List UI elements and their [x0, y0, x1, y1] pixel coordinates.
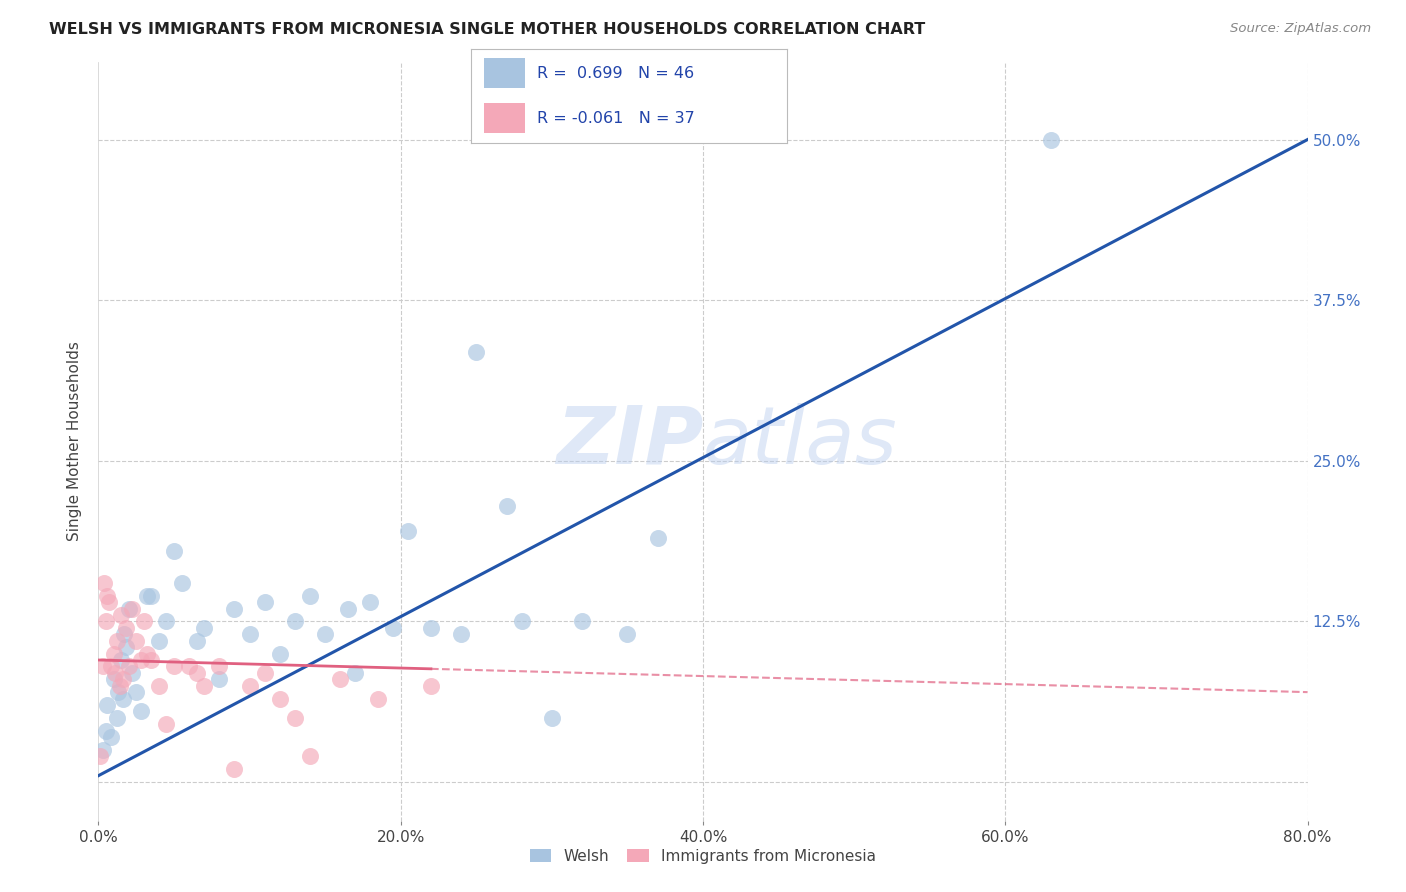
Point [253, 665, 276, 680]
Point [103, 647, 125, 661]
Point [284, 711, 307, 725]
Point [121, 601, 143, 615]
Point [284, 615, 307, 629]
Point [360, 595, 382, 609]
Point [121, 665, 143, 680]
Point [105, 633, 128, 648]
Point [571, 615, 593, 629]
Point [420, 621, 443, 635]
Point [125, 685, 148, 699]
Text: Source: ZipAtlas.com: Source: ZipAtlas.com [1230, 22, 1371, 36]
Point [141, 653, 163, 667]
Legend: Welsh, Immigrants from Micronesia: Welsh, Immigrants from Micronesia [524, 843, 882, 870]
Point [96, 698, 118, 712]
Point [104, 665, 127, 680]
Point [114, 621, 136, 635]
Point [103, 673, 125, 687]
Point [94, 615, 117, 629]
Point [336, 601, 359, 615]
Point [148, 679, 170, 693]
Point [96, 589, 118, 603]
Point [1039, 132, 1062, 146]
Point [135, 589, 157, 603]
Point [163, 543, 186, 558]
Point [105, 711, 128, 725]
Point [91, 659, 114, 673]
Text: ZIP: ZIP [555, 402, 703, 481]
Point [107, 685, 129, 699]
Point [98, 595, 121, 609]
Point [253, 595, 276, 609]
Point [616, 627, 638, 641]
Point [93, 575, 115, 590]
Point [91, 743, 114, 757]
Text: atlas: atlas [703, 402, 898, 481]
Point [269, 691, 291, 706]
Point [510, 615, 533, 629]
Y-axis label: Single Mother Households: Single Mother Households [67, 342, 83, 541]
Point [129, 653, 152, 667]
Point [193, 621, 215, 635]
Point [170, 575, 193, 590]
Point [495, 499, 517, 513]
Point [112, 627, 135, 641]
Point [314, 627, 336, 641]
Point [89, 749, 111, 764]
Point [396, 524, 419, 539]
Point [186, 633, 208, 648]
Point [239, 679, 262, 693]
Text: R = -0.061   N = 37: R = -0.061 N = 37 [537, 111, 695, 126]
Point [118, 601, 141, 615]
Point [111, 673, 134, 687]
Point [647, 531, 669, 545]
Point [132, 615, 155, 629]
Point [110, 653, 132, 667]
Point [135, 647, 157, 661]
Point [155, 615, 177, 629]
Point [129, 705, 152, 719]
Point [465, 344, 488, 359]
Point [540, 711, 562, 725]
Point [367, 691, 389, 706]
Point [299, 749, 322, 764]
Point [94, 723, 117, 738]
Point [108, 679, 131, 693]
Text: R =  0.699   N = 46: R = 0.699 N = 46 [537, 66, 695, 81]
Point [344, 665, 367, 680]
Point [269, 647, 291, 661]
Point [179, 659, 201, 673]
Point [141, 589, 163, 603]
Point [224, 762, 246, 776]
Point [193, 679, 215, 693]
Point [420, 679, 443, 693]
Point [111, 691, 134, 706]
Point [114, 640, 136, 655]
Point [110, 607, 132, 622]
Point [299, 589, 322, 603]
Point [118, 659, 141, 673]
Point [450, 627, 472, 641]
Point [329, 673, 352, 687]
Point [208, 659, 231, 673]
Point [163, 659, 186, 673]
Point [382, 621, 405, 635]
Point [208, 673, 231, 687]
Point [239, 627, 262, 641]
Point [100, 730, 122, 744]
Point [224, 601, 246, 615]
Point [186, 665, 208, 680]
Point [125, 633, 148, 648]
Point [155, 717, 177, 731]
Text: WELSH VS IMMIGRANTS FROM MICRONESIA SINGLE MOTHER HOUSEHOLDS CORRELATION CHART: WELSH VS IMMIGRANTS FROM MICRONESIA SING… [49, 22, 925, 37]
FancyBboxPatch shape [484, 103, 524, 134]
Point [100, 659, 122, 673]
FancyBboxPatch shape [484, 59, 524, 88]
Point [148, 633, 170, 648]
